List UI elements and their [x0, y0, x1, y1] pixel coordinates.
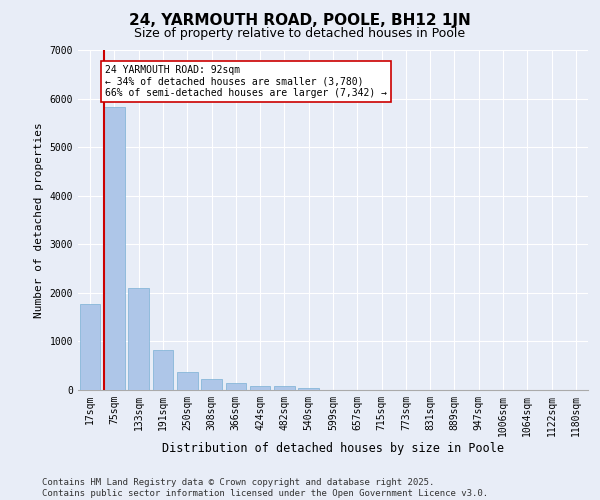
- Bar: [274, 386, 295, 390]
- Y-axis label: Number of detached properties: Number of detached properties: [34, 122, 44, 318]
- Text: Contains HM Land Registry data © Crown copyright and database right 2025.
Contai: Contains HM Land Registry data © Crown c…: [42, 478, 488, 498]
- Bar: [80, 304, 100, 390]
- Bar: [201, 379, 222, 390]
- Text: 24 YARMOUTH ROAD: 92sqm
← 34% of detached houses are smaller (3,780)
66% of semi: 24 YARMOUTH ROAD: 92sqm ← 34% of detache…: [105, 64, 387, 98]
- Bar: [104, 108, 125, 390]
- Bar: [226, 383, 246, 390]
- Text: 24, YARMOUTH ROAD, POOLE, BH12 1JN: 24, YARMOUTH ROAD, POOLE, BH12 1JN: [129, 12, 471, 28]
- Bar: [298, 388, 319, 390]
- Bar: [152, 350, 173, 390]
- Bar: [128, 288, 149, 390]
- Text: Size of property relative to detached houses in Poole: Size of property relative to detached ho…: [134, 28, 466, 40]
- X-axis label: Distribution of detached houses by size in Poole: Distribution of detached houses by size …: [162, 442, 504, 454]
- Bar: [177, 372, 197, 390]
- Bar: [250, 386, 271, 390]
